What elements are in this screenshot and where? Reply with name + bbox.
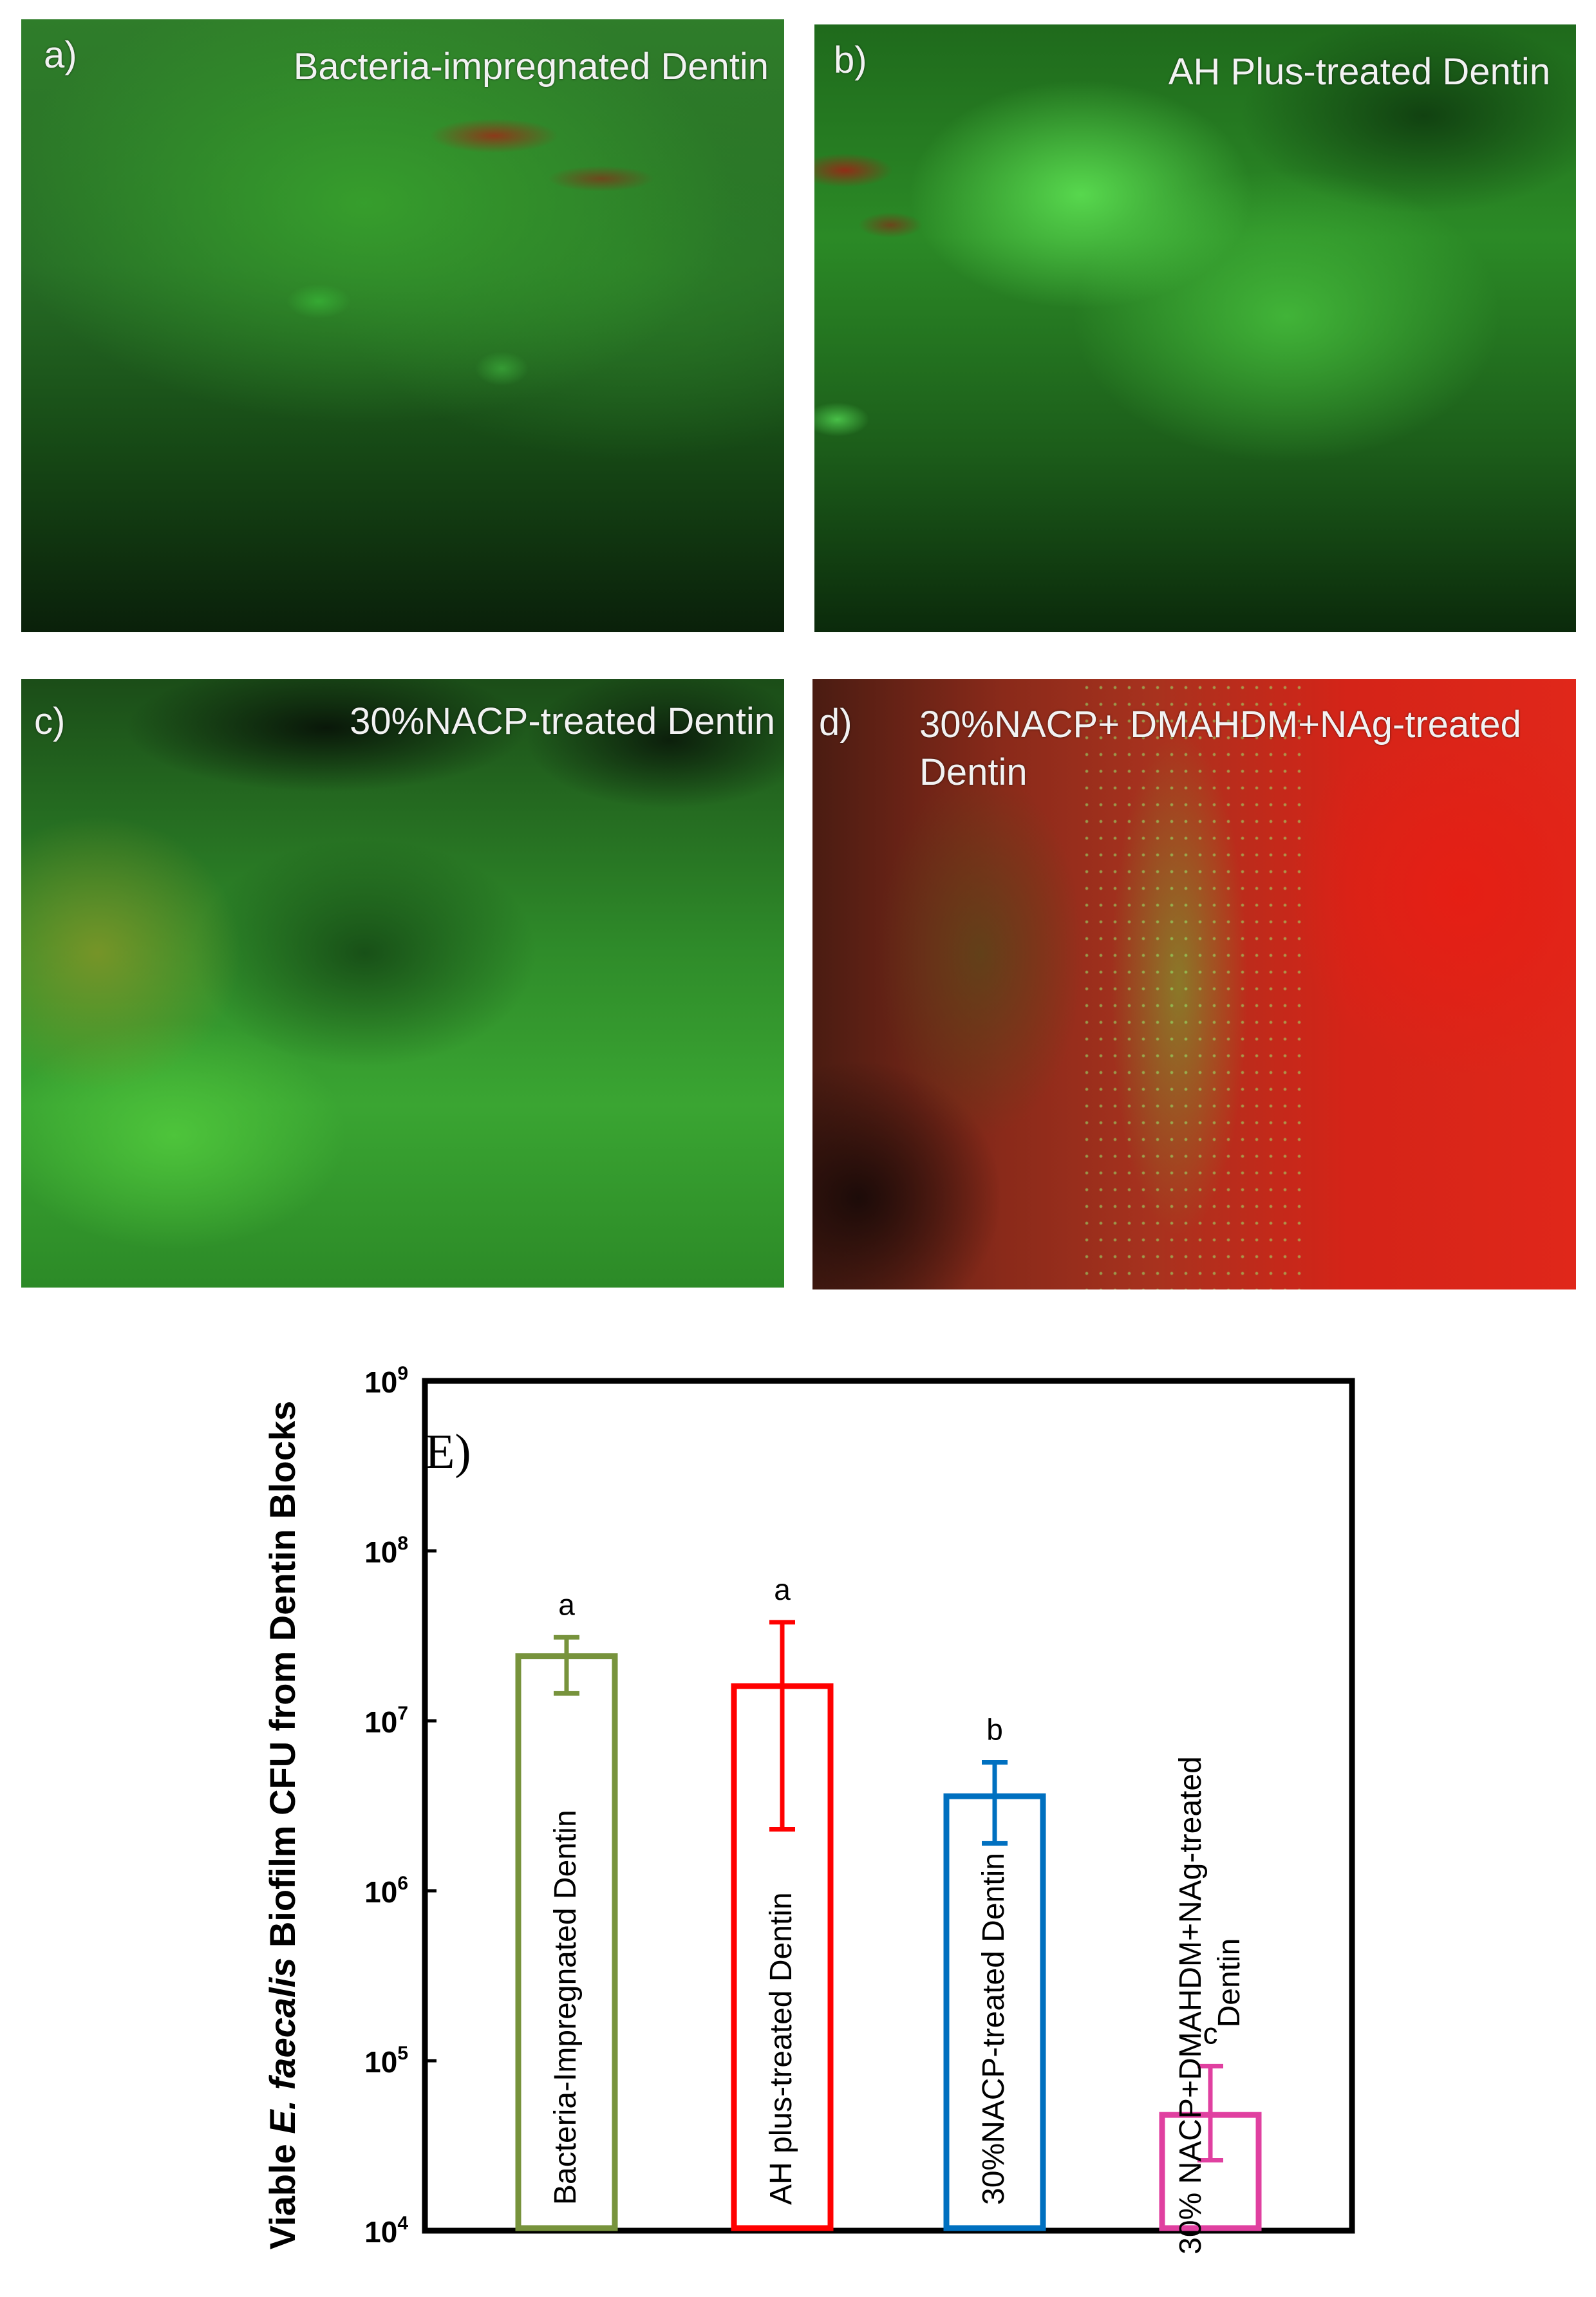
panel-label: d) [819,702,852,744]
panel-label: c) [34,700,66,742]
y-tick-label: 108 [364,1533,408,1569]
plot-frame [422,1378,1355,2234]
y-axis-label-prefix: Viable [262,2134,303,2250]
significance-letter: c [1203,2016,1218,2050]
y-tick-exponent: 9 [397,1363,408,1384]
y-tick-exponent: 4 [397,2213,408,2234]
bars: a Bacteria-Impregnated Dentin a AH plus-tre… [515,1573,1262,2255]
panel-title: 30%NACP+ DMAHDM+NAg-treated Dentin [919,704,1521,793]
micrograph-panel-a: a) Bacteria-impregnated Dentin [21,19,784,632]
micrograph-panel-c: c) 30%NACP-treated Dentin [21,679,784,1288]
y-tick-exponent: 5 [397,2043,408,2064]
y-tick-label: 109 [364,1363,408,1399]
category-label: AH plus-treated Dentin [764,1892,798,2205]
category-label: Bacteria-Impregnated Dentin [549,1810,583,2205]
panel-title: AH Plus-treated Dentin [1168,51,1550,93]
micrograph-panel-d: d) 30%NACP+ DMAHDM+NAg-treated Dentin [812,679,1576,1289]
bar-group: a Bacteria-Impregnated Dentin [515,1588,618,2231]
bar-group: b 30%NACP-treated Dentin [943,1712,1046,2231]
y-tick-base: 10 [364,1365,397,1399]
y-tick-exponent: 6 [397,1873,408,1894]
panel-title: 30%NACP-treated Dentin [350,700,775,742]
y-tick-base: 10 [364,2215,397,2249]
y-tick-base: 10 [364,2045,397,2079]
y-tick-label: 105 [364,2043,408,2079]
significance-letter: a [558,1588,575,1621]
speckle-overlay [1080,679,1309,1289]
bar-group: c30% NACP+DMAHDM+NAg-treated Dentin [1159,1756,1262,2255]
plot-border [422,1378,1355,2234]
y-axis-label-suffix: Biofilm CFU from Dentin Blocks [262,1401,303,1958]
y-tick-label: 104 [364,2213,408,2249]
category-label: Dentin [1212,1938,1246,2028]
y-tick-base: 10 [364,1705,397,1739]
y-axis-label: Viable E. faecalis Biofilm CFU from Dent… [262,1401,303,2249]
panel-title: Bacteria-impregnated Dentin [293,46,769,88]
y-tick-label: 107 [364,1703,408,1739]
y-tick-label: 106 [364,1873,408,1909]
category-label: 30% NACP+DMAHDM+NAg-treated [1174,1756,1208,2255]
y-tick-base: 10 [364,1875,397,1909]
y-tick-base: 10 [364,1535,397,1569]
significance-letter: b [986,1712,1003,1746]
y-tick-exponent: 7 [397,1703,408,1724]
micrograph-panel-b: b) AH Plus-treated Dentin [814,24,1576,632]
category-label: 30%NACP-treated Dentin [977,1853,1011,2205]
y-axis-label-italic: E. faecalis [262,1958,303,2134]
significance-letter: a [774,1573,791,1606]
panel-label: a) [44,34,77,76]
bar-group: a AH plus-treated Dentin [731,1573,834,2231]
chart-panel-label: E) [425,1425,471,1479]
y-tick-exponent: 8 [397,1533,408,1554]
panel-label: b) [834,39,867,81]
